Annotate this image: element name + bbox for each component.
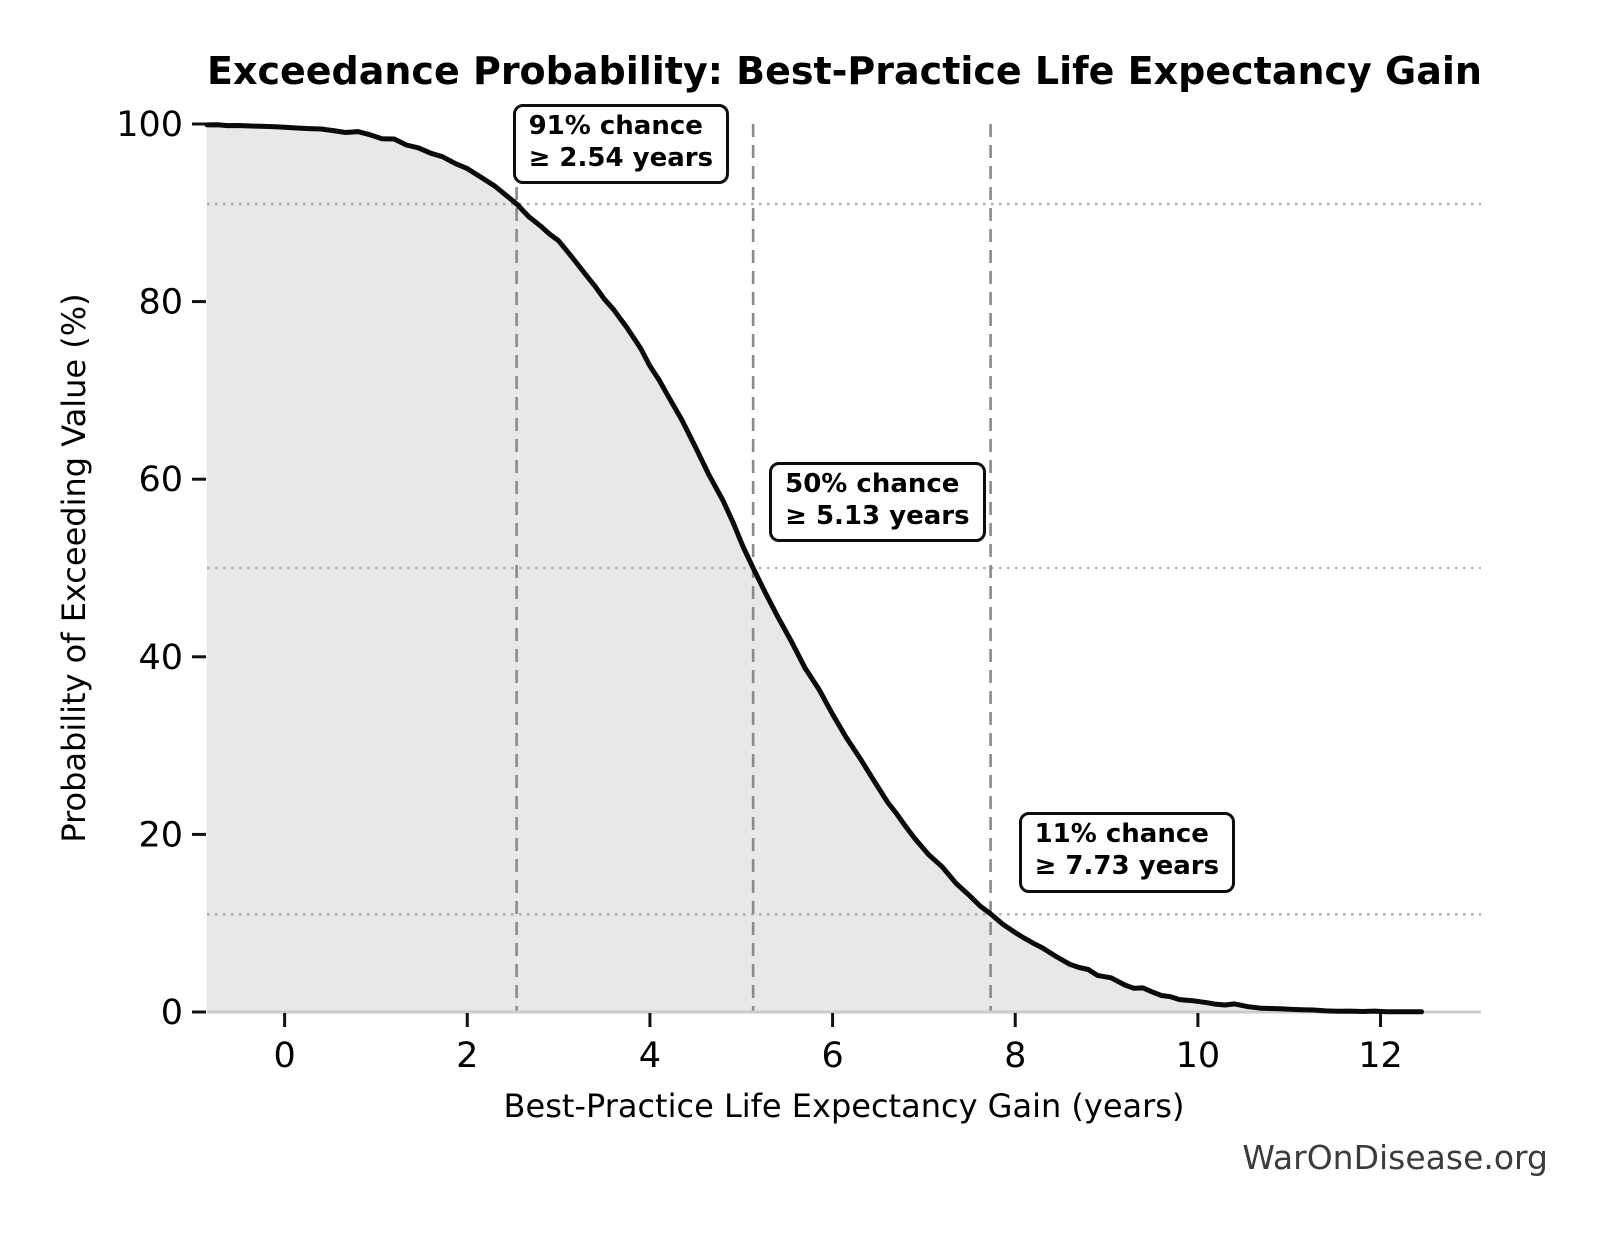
annotation-line: ≥ 2.54 years <box>528 142 714 173</box>
y-tick-label: 0 <box>161 993 183 1033</box>
annotation-box-91pct: 91% chance ≥ 2.54 years <box>512 103 730 185</box>
y-axis-label: Probability of Exceeding Value (%) <box>55 293 93 843</box>
y-tick-label: 100 <box>116 105 183 145</box>
x-tick-label: 8 <box>1004 1036 1026 1076</box>
y-tick-label: 60 <box>138 460 183 500</box>
exceedance-curve-line <box>204 122 1425 1015</box>
annotation-box-50pct: 50% chance ≥ 5.13 years <box>769 462 986 543</box>
y-tick-label: 20 <box>138 815 183 855</box>
x-tick-label: 0 <box>273 1036 295 1076</box>
x-tick-label: 4 <box>639 1036 661 1076</box>
x-tick-label: 6 <box>821 1036 843 1076</box>
annotation-line: 11% chance <box>1034 819 1209 850</box>
watermark: WarOnDisease.org <box>1242 1138 1548 1177</box>
x-tick-label: 2 <box>456 1036 478 1076</box>
x-tick-label: 12 <box>1358 1036 1403 1076</box>
annotation-line: 50% chance <box>785 469 960 499</box>
x-axis-label: Best-Practice Life Expectancy Gain (year… <box>503 1087 1185 1125</box>
annotation-line: ≥ 7.73 years <box>1034 851 1220 882</box>
chart-title: Exceedance Probability: Best-Practice Li… <box>207 49 1482 93</box>
annotation-line: ≥ 5.13 years <box>785 500 970 531</box>
y-tick-label: 80 <box>138 283 183 323</box>
annotation-box-11pct: 11% chance ≥ 7.73 years <box>1018 812 1236 893</box>
curve-fill-area <box>207 124 1422 1013</box>
annotation-line: 91% chance <box>528 110 703 141</box>
x-tick-label: 10 <box>1176 1036 1221 1076</box>
y-tick-label: 40 <box>138 638 183 678</box>
